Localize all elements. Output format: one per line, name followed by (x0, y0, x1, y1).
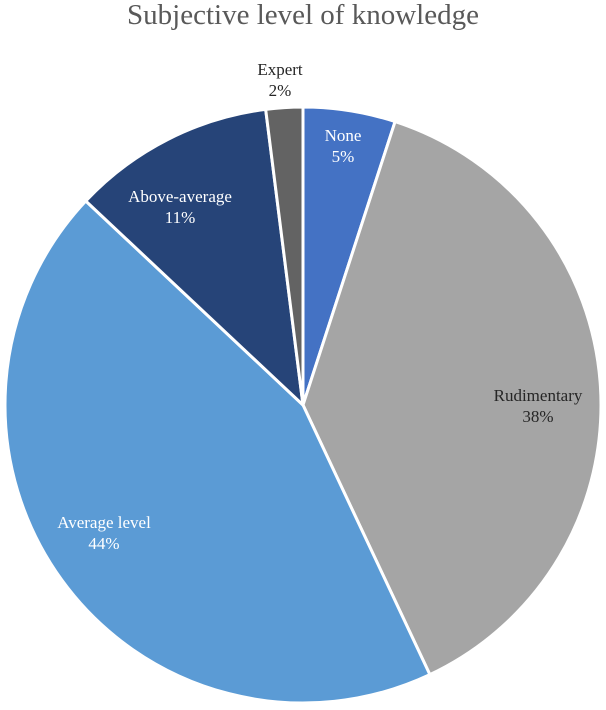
slice-value-label: 44% (88, 534, 119, 553)
slice-category-label: Expert (257, 60, 303, 79)
slice-category-label: None (325, 126, 362, 145)
pie-labels: None 5% Rudimentary 38% Average level 44% Abov… (57, 60, 583, 553)
slice-category-label: Average level (57, 513, 151, 532)
pie-slice-expert (264, 105, 305, 407)
slice-value-label: 2% (269, 81, 292, 100)
slice-category-label: Above-average (128, 187, 232, 206)
slice-value-label: 38% (522, 407, 553, 426)
slice-category-label: Rudimentary (494, 386, 583, 405)
pie-slice-rudimentary (301, 120, 603, 677)
slice-value-label: 5% (332, 147, 355, 166)
pie-slice-above-average (84, 107, 305, 407)
pie-slice-average-level (3, 199, 432, 705)
pie-slices (3, 105, 603, 705)
slice-value-label: 11% (165, 208, 196, 227)
chart-title: Subjective level of knowledge (127, 0, 479, 31)
